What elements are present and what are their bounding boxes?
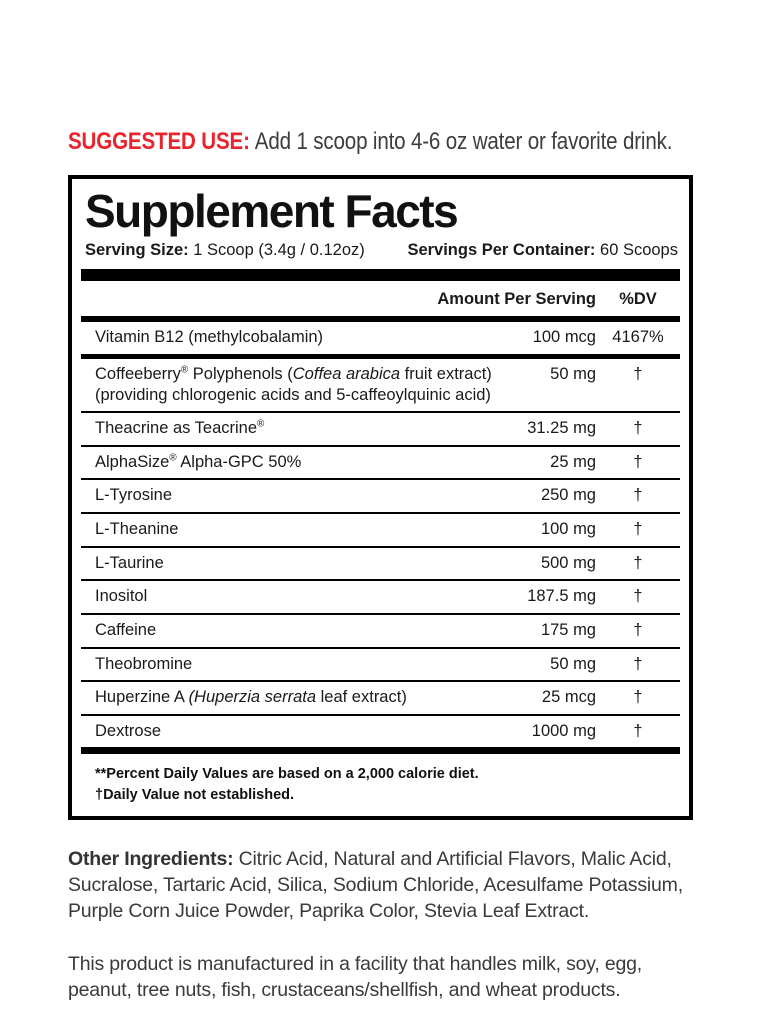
ingredient-row: Dextrose 1000 mg † xyxy=(81,713,680,748)
ingredient-name: L-Taurine xyxy=(95,553,164,572)
ingredient-amount: 187.5 mg xyxy=(527,587,596,606)
ingredient-dv: 4167% xyxy=(612,328,664,347)
ingredient-row: Coffeeberry® Polyphenols (Coffea arabica… xyxy=(81,359,680,411)
divider-bottom xyxy=(81,747,680,755)
label-page: SUGGESTED USE: Add 1 scoop into 4-6 oz wa… xyxy=(0,128,761,1004)
ingredient-row: L-Theanine 100 mg † xyxy=(81,512,680,546)
ingredient-dv: † xyxy=(633,721,643,740)
table-header: Amount Per Serving %DV xyxy=(81,281,680,316)
other-ingredients-label: Other Ingredients: xyxy=(68,848,234,871)
servings-per-container: Servings Per Container: 60 Scoops xyxy=(407,241,678,260)
ingredient-amount: 1000 mg xyxy=(531,721,596,740)
ingredient-dv: † xyxy=(633,688,643,707)
ingredient-amount: 175 mg xyxy=(540,620,596,639)
col-percent-dv: %DV xyxy=(619,290,657,309)
footnotes: **Percent Daily Values are based on a 2,… xyxy=(81,754,680,807)
ingredient-row: Vitamin B12 (methylcobalamin) 100 mcg 4167… xyxy=(81,322,680,354)
ingredient-dv: † xyxy=(633,419,643,438)
ingredient-dv: † xyxy=(633,620,643,639)
ingredient-row: L-Taurine 500 mg † xyxy=(81,545,680,580)
ingredient-amount: 250 mg xyxy=(540,486,596,505)
ingredient-name: Theobromine xyxy=(95,654,193,673)
ingredient-dv: † xyxy=(633,587,643,606)
ingredient-name: AlphaSize® Alpha-GPC 50% xyxy=(95,452,302,471)
servings-value: 60 Scoops xyxy=(600,241,678,260)
ingredient-name: L-Tyrosine xyxy=(95,486,173,505)
other-ingredients-text: Citric Acid, Natural and Artificial Flav… xyxy=(68,848,683,922)
ingredient-dv: † xyxy=(633,486,643,505)
divider-medium xyxy=(81,316,680,323)
ingredient-name: Theacrine as Teacrine® xyxy=(95,418,265,438)
servings-label: Servings Per Container: xyxy=(407,241,596,260)
ingredient-dv: † xyxy=(633,520,643,539)
supplement-facts-panel: Supplement Facts Serving Size: 1 Scoop (… xyxy=(68,175,693,821)
ingredient-amount: 100 mg xyxy=(540,520,596,539)
ingredient-amount: 500 mg xyxy=(540,553,596,572)
divider-after-b12 xyxy=(81,353,680,359)
footnote-line: †Daily Value not established. xyxy=(95,786,295,803)
ingredient-dv: † xyxy=(633,553,643,572)
allergen-statement: This product is manufactured in a facili… xyxy=(68,952,642,1001)
ingredient-row: Inositol 187.5 mg † xyxy=(81,579,680,613)
serving-size: Serving Size: 1 Scoop (3.4g / 0.12oz) xyxy=(85,241,365,260)
ingredient-name: Coffeeberry® Polyphenols (Coffea arabica… xyxy=(95,364,492,404)
ingredient-amount: 50 mg xyxy=(550,364,596,383)
ingredient-name: Dextrose xyxy=(95,721,162,740)
ingredient-row: AlphaSize® Alpha-GPC 50% 25 mg † xyxy=(81,444,680,479)
ingredient-amount: 50 mg xyxy=(550,654,596,673)
ingredient-rows: Vitamin B12 (methylcobalamin) 100 mcg 4167… xyxy=(81,322,680,747)
ingredient-name: Inositol xyxy=(95,587,148,606)
ingredient-dv: † xyxy=(633,654,643,673)
ingredient-name: Vitamin B12 (methylcobalamin) xyxy=(95,328,324,347)
ingredient-name: Huperzine A (Huperzia serrata leaf extra… xyxy=(95,688,407,707)
suggested-use-text: Add 1 scoop into 4-6 oz water or favorit… xyxy=(254,128,673,155)
ingredient-amount: 100 mcg xyxy=(532,328,596,347)
suggested-use-label: SUGGESTED USE: xyxy=(68,128,250,155)
serving-size-label: Serving Size: xyxy=(85,241,189,260)
ingredient-row: Theobromine 50 mg † xyxy=(81,646,680,681)
col-amount-per-serving: Amount Per Serving xyxy=(437,290,596,309)
serving-line: Serving Size: 1 Scoop (3.4g / 0.12oz) Se… xyxy=(81,239,680,269)
ingredient-dv: † xyxy=(633,364,643,383)
ingredient-name: Caffeine xyxy=(95,620,157,639)
serving-size-value: 1 Scoop (3.4g / 0.12oz) xyxy=(193,241,365,260)
panel-title: Supplement Facts xyxy=(85,185,459,237)
ingredient-row: Caffeine 175 mg † xyxy=(81,612,680,647)
ingredient-amount: 31.25 mg xyxy=(527,419,596,438)
footnote-line: **Percent Daily Values are based on a 2,… xyxy=(95,766,479,783)
other-ingredients: Other Ingredients: Citric Acid, Natural … xyxy=(68,847,696,925)
ingredient-amount: 25 mg xyxy=(550,452,596,471)
ingredient-amount: 25 mcg xyxy=(541,688,596,707)
suggested-use-line: SUGGESTED USE: Add 1 scoop into 4-6 oz wa… xyxy=(68,128,672,156)
ingredient-row: Huperzine A (Huperzia serrata leaf extra… xyxy=(81,680,680,714)
ingredient-name: L-Theanine xyxy=(95,520,179,539)
ingredient-row: Theacrine as Teacrine® 31.25 mg † xyxy=(81,411,680,445)
divider-thick xyxy=(81,269,680,282)
ingredient-dv: † xyxy=(633,452,643,471)
ingredient-row: L-Tyrosine 250 mg † xyxy=(81,478,680,512)
